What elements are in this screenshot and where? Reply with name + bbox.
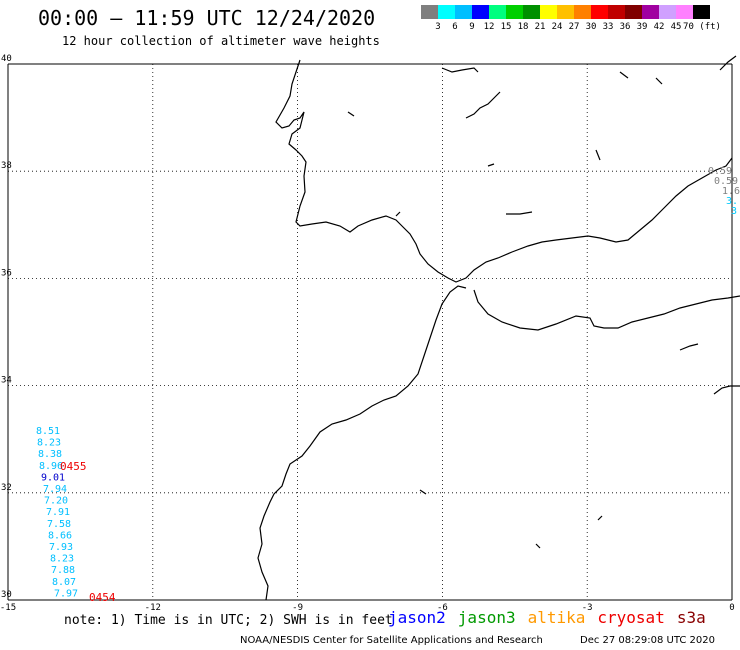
scale-swatch	[693, 5, 710, 19]
swh-value: 7.88	[51, 565, 75, 576]
x-tick-label: -9	[292, 603, 303, 613]
scale-label: 70 (ft)	[683, 22, 721, 32]
scale-label: 3	[435, 22, 441, 32]
scale-label: 30	[585, 22, 597, 32]
swh-value: 7.58	[47, 519, 71, 530]
scale-swatch	[523, 5, 540, 19]
scale-swatch	[625, 5, 642, 19]
swh-value: 8.38	[38, 449, 62, 460]
y-tick-label: 32	[1, 483, 12, 493]
swh-value: 1.6	[722, 186, 740, 197]
y-tick-label: 36	[1, 268, 12, 278]
swh-value: 8.96	[39, 461, 63, 472]
y-tick-label: 30	[1, 590, 12, 600]
scale-label: 6	[452, 22, 458, 32]
scale-swatch	[659, 5, 676, 19]
swh-value: 3.	[726, 196, 738, 207]
scale-label: 42	[653, 22, 665, 32]
scale-label: 15	[500, 22, 512, 32]
scale-swatch	[472, 5, 489, 19]
scale-swatch	[574, 5, 591, 19]
x-tick-label: -3	[582, 603, 593, 613]
swh-value: 8.23	[50, 554, 74, 565]
observation-values: 8.518.238.388.969.017.947.207.917.588.66…	[36, 166, 740, 604]
coastline-africa	[257, 285, 467, 601]
coastline-mainland-east	[719, 55, 737, 71]
scale-swatch	[557, 5, 574, 19]
map-title: 00:00 – 11:59 UTC 12/24/2020	[38, 6, 376, 30]
legend-item-jason2: jason2	[388, 608, 446, 627]
y-tick-label: 38	[1, 161, 12, 171]
x-tick-label: -15	[0, 603, 16, 613]
scale-label: 45	[670, 22, 682, 32]
swh-value: 0.59	[708, 166, 732, 177]
scale-swatch	[642, 5, 659, 19]
coastline-portugal	[275, 59, 733, 283]
y-tick-label: 34	[1, 376, 12, 386]
scale-label: 9	[469, 22, 475, 32]
legend-item-jason3: jason3	[457, 608, 516, 627]
swh-value: 7.94	[43, 484, 67, 495]
scale-swatch	[540, 5, 557, 19]
swh-value: 3	[731, 206, 737, 217]
coastline-alboran	[473, 289, 740, 331]
scale-swatch	[438, 5, 455, 19]
pass-time-label: 0454	[89, 591, 116, 604]
scale-swatch	[421, 5, 438, 19]
swh-value: 7.93	[49, 542, 73, 553]
credits-text: NOAA/NESDIS Center for Satellite Applica…	[240, 635, 543, 646]
scale-swatch	[489, 5, 506, 19]
map-subtitle: 12 hour collection of altimeter wave hei…	[62, 34, 380, 48]
scale-swatch	[608, 5, 625, 19]
swh-value: 7.91	[46, 507, 70, 518]
swh-value: 8.51	[36, 426, 60, 437]
coastline	[257, 55, 740, 601]
scale-label: 27	[568, 22, 580, 32]
pass-time-label: 0455	[60, 460, 87, 473]
map-grid	[7, 63, 733, 601]
scale-label: 18	[517, 22, 529, 32]
wave-height-color-scale	[421, 5, 710, 21]
swh-value: 8.66	[48, 530, 72, 541]
swh-value: 9.01	[41, 472, 65, 483]
scale-label: 12	[483, 22, 495, 32]
scale-label: 39	[636, 22, 648, 32]
legend-item-altika: altika	[527, 608, 586, 627]
axis-tick-labels: -15 -12 -9 -6 -3 0 30 32 34 36 38 40	[0, 54, 735, 613]
swh-value: 7.97	[54, 588, 78, 599]
color-scale-labels: 3 6 9 12 15 18 21 24 27 30 33 36 39 42 45 70 (ft)	[421, 22, 740, 34]
legend-item-s3a: s3a	[676, 608, 706, 627]
generated-timestamp: Dec 27 08:29:08 UTC 2020	[580, 635, 715, 646]
scale-label: 21	[534, 22, 546, 32]
satellite-legend: jason2 jason3 altika cryosat s3a	[388, 608, 706, 627]
swh-value: 8.23	[37, 438, 61, 449]
legend-item-cryosat: cryosat	[597, 608, 665, 627]
scale-swatch	[591, 5, 608, 19]
scale-swatch	[676, 5, 693, 19]
swh-value: 0.59	[714, 176, 738, 187]
swh-value: 7.20	[44, 496, 68, 507]
scale-label: 33	[602, 22, 614, 32]
x-tick-label: 0	[729, 603, 734, 613]
scale-label: 24	[551, 22, 563, 32]
swh-value: 8.07	[52, 577, 76, 588]
units-note: note: 1) Time is in UTC; 2) SWH is in fe…	[64, 613, 393, 628]
scale-swatch	[506, 5, 523, 19]
scale-swatch	[455, 5, 472, 19]
y-tick-label: 40	[1, 54, 12, 64]
scale-label: 36	[619, 22, 631, 32]
x-tick-label: -12	[145, 603, 161, 613]
x-tick-label: -6	[437, 603, 448, 613]
